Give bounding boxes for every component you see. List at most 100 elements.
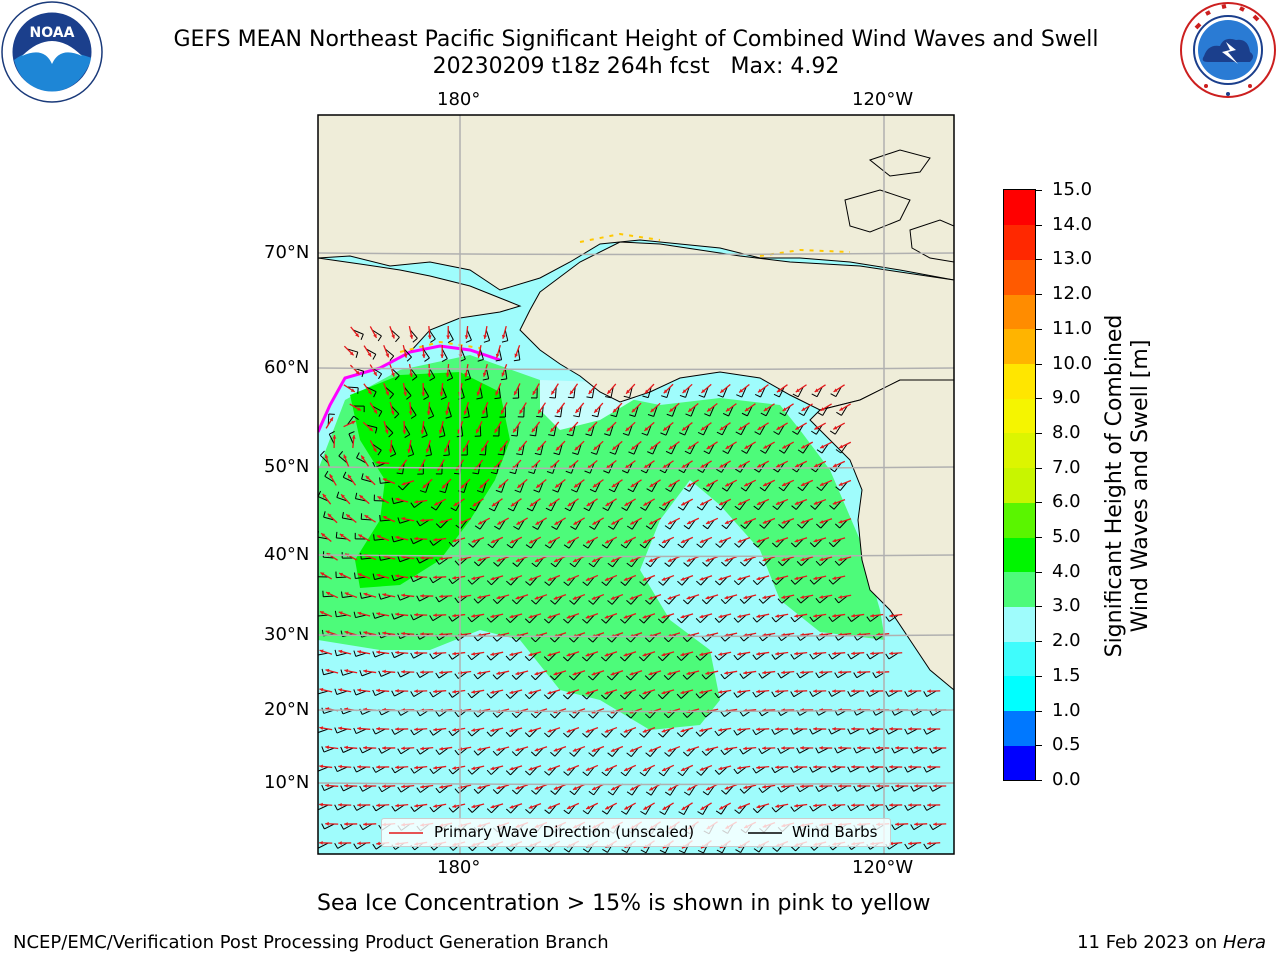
wind-barb (323, 595, 335, 598)
wave-arrowhead (813, 651, 817, 656)
wind-barb-flag (448, 768, 454, 775)
wind-barb-flag (511, 434, 518, 437)
wind-barb (907, 842, 918, 850)
wave-arrowhead (471, 690, 476, 694)
wave-arrowhead (718, 614, 723, 619)
wind-barb-flag (562, 694, 569, 700)
wind-barb (491, 576, 500, 586)
wind-barb-flag (777, 598, 783, 604)
wind-barb-flag (701, 599, 707, 605)
wind-barb-flag (338, 451, 344, 457)
wind-barb (755, 690, 766, 698)
wind-barb-flag (544, 809, 550, 814)
wind-barb-flag (544, 770, 550, 776)
wave-arrowhead (688, 408, 693, 412)
wind-barb (718, 690, 728, 699)
wave-arrowhead (357, 841, 361, 846)
wind-barb (438, 595, 449, 603)
wind-barb-flag (695, 655, 701, 661)
wave-arrowhead (870, 764, 874, 769)
wind-barb (324, 475, 335, 483)
wind-barb (625, 538, 633, 549)
wind-barb (794, 614, 804, 623)
wind-barb-flag (809, 728, 813, 735)
wave-arrowhead (528, 690, 533, 695)
wind-barb (528, 690, 538, 700)
wave-arrowhead (359, 495, 364, 499)
colorbar-segment (1004, 606, 1035, 642)
wind-barb-flag (778, 524, 784, 529)
wind-barb (643, 576, 652, 586)
wind-barb-flag (640, 849, 647, 854)
wave-arrowhead (446, 335, 451, 339)
lon-label-bottom-120w: 120°W (852, 857, 914, 878)
wave-arrowhead (719, 426, 724, 431)
wind-barb-flag (809, 616, 814, 623)
wind-barb-flag (373, 391, 377, 398)
wave-arrowhead (814, 426, 819, 430)
wave-arrowhead (528, 577, 533, 581)
wave-arrowhead (395, 535, 400, 540)
wind-barb-flag (544, 581, 550, 586)
wave-arrowhead (427, 335, 432, 339)
wave-arrowhead (611, 521, 616, 525)
wind-barb-flag (494, 397, 501, 400)
wind-barb-flag (659, 469, 666, 474)
wave-arrowhead (477, 671, 482, 675)
wind-barb (497, 785, 506, 795)
wind-barb-flag (397, 786, 402, 793)
wind-barb-flag (816, 449, 823, 454)
wave-arrowhead (591, 596, 596, 600)
colorbar-tick-label: 13.0 (1052, 248, 1093, 270)
wind-barb (471, 728, 481, 737)
wave-arrowhead (623, 690, 628, 695)
wind-barb-flag (601, 733, 607, 738)
colorbar-tick-mark (1035, 363, 1042, 365)
wave-arrowhead (349, 351, 354, 356)
wind-barb (762, 633, 772, 642)
wave-arrowhead (548, 539, 553, 544)
wind-barb-flag (811, 393, 818, 398)
wind-barb (724, 595, 734, 605)
wind-barb-flag (817, 412, 823, 416)
wind-barb (743, 595, 753, 604)
colorbar-tick-label: 11.0 (1052, 317, 1093, 339)
wind-barb-flag (678, 811, 685, 816)
wave-arrowhead (744, 407, 749, 412)
wind-barb (413, 576, 424, 583)
wind-barb (706, 595, 715, 605)
wind-barb (722, 386, 728, 398)
wind-barb (687, 557, 696, 567)
wind-barb-flag (353, 727, 357, 734)
wind-barb-flag (435, 596, 440, 603)
wind-barb (682, 500, 690, 511)
wind-barb (510, 576, 519, 586)
wind-barb (512, 500, 519, 512)
wind-barb-flag (512, 562, 518, 567)
wave-arrowhead (889, 613, 894, 618)
wind-barb (593, 785, 601, 796)
wave-arrowhead (775, 538, 780, 543)
wave-arrowhead (737, 765, 742, 770)
wind-barb-flag (569, 600, 575, 605)
wind-barb (394, 766, 405, 774)
wave-arrowhead (490, 614, 495, 619)
wave-arrowhead (452, 727, 457, 732)
wave-arrowhead (534, 595, 539, 600)
wind-barb-flag (645, 599, 651, 605)
wave-arrowhead (373, 371, 377, 376)
wind-barb (548, 614, 557, 624)
wind-barb-flag (581, 656, 588, 662)
wind-barb-flag (621, 810, 627, 815)
wave-arrowhead (594, 408, 598, 413)
wave-arrowhead (476, 429, 480, 434)
wind-barb (338, 455, 348, 464)
wind-barb-flag (473, 788, 479, 794)
wind-barb-flag (828, 653, 833, 660)
wind-barb-flag (505, 693, 511, 699)
wind-barb (577, 443, 582, 455)
wind-barb-flag (627, 488, 634, 493)
wave-arrowhead (927, 841, 931, 846)
colorbar-tick-label: 14.0 (1052, 213, 1093, 235)
wind-barb-flag (410, 652, 414, 659)
